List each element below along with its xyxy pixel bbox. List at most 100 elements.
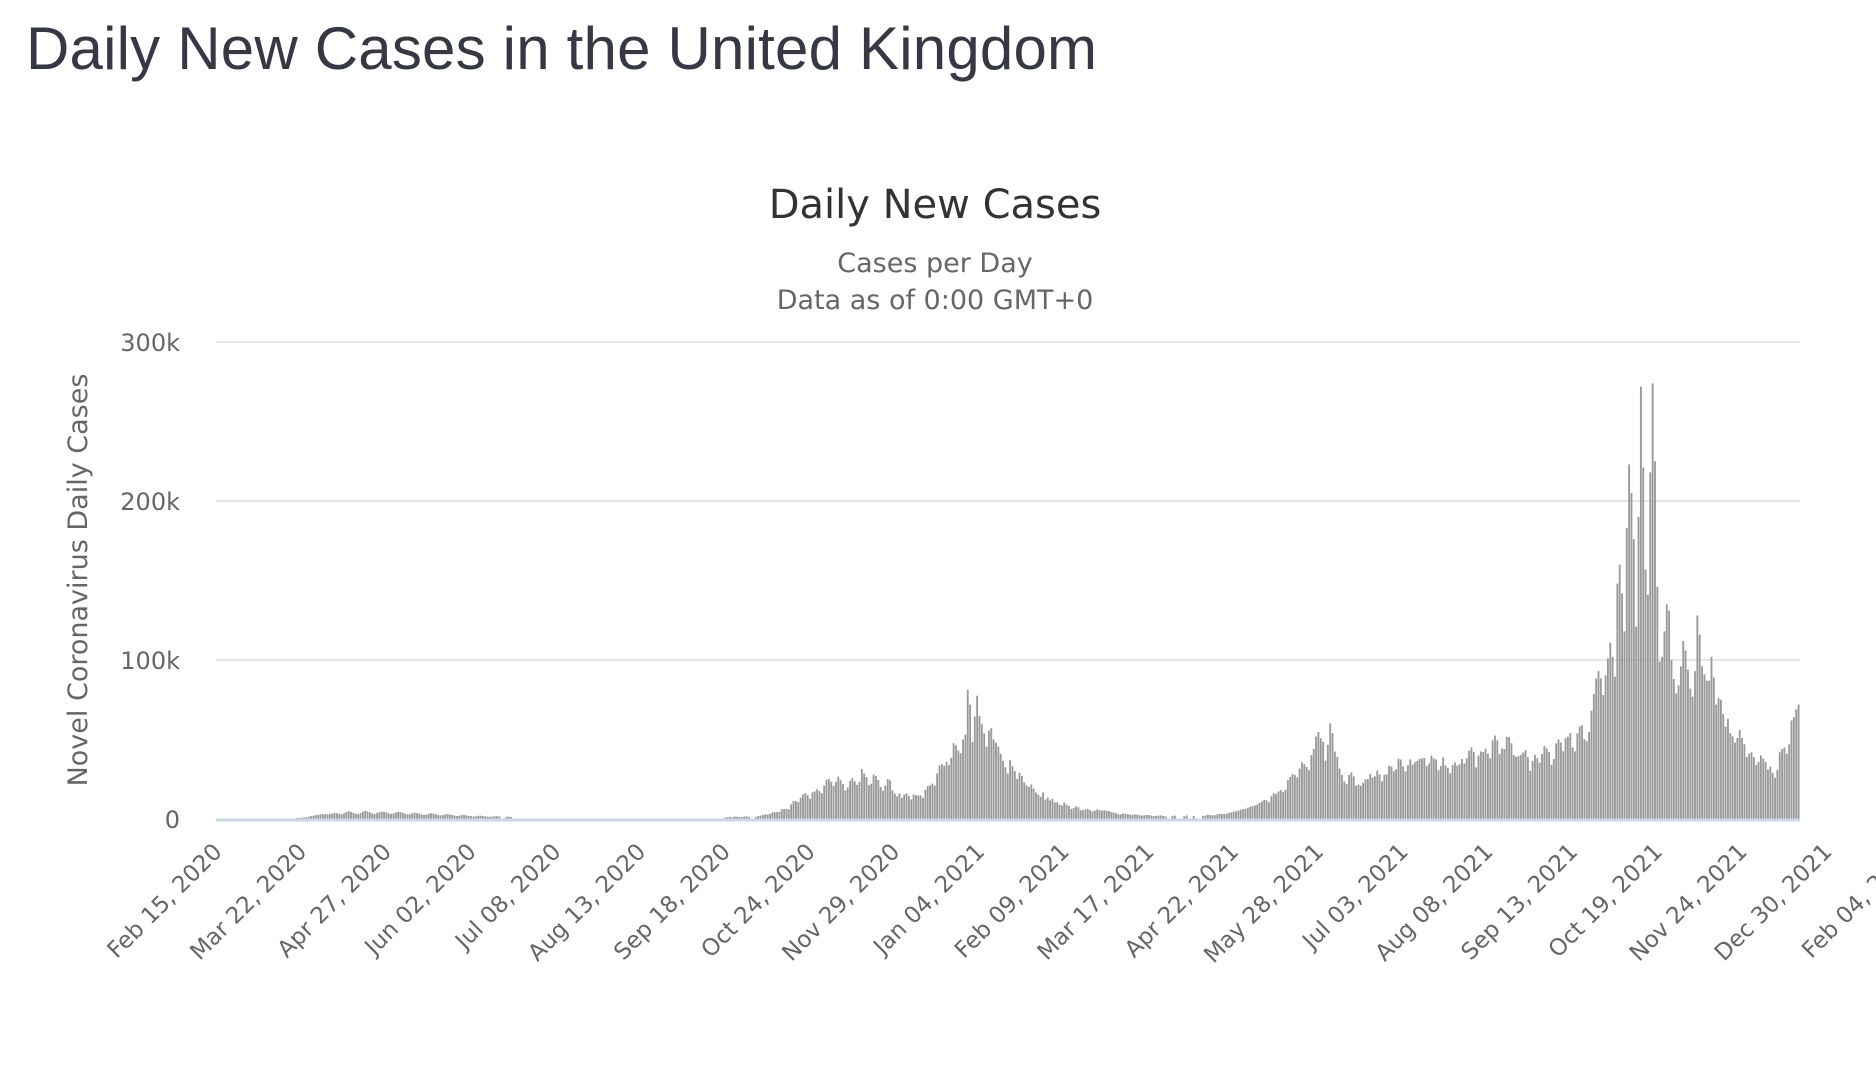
bar[interactable] [858,781,861,819]
bar[interactable] [437,815,440,819]
bar[interactable] [983,733,986,819]
bar[interactable] [1670,660,1673,819]
bar[interactable] [1091,811,1094,819]
bar[interactable] [1246,807,1249,819]
bar[interactable] [1649,472,1652,819]
bar[interactable] [1630,493,1633,819]
bar[interactable] [498,816,501,819]
bar[interactable] [1108,811,1110,819]
bar[interactable] [1679,666,1682,819]
bar[interactable] [434,814,437,819]
bar[interactable] [1597,671,1600,819]
bar[interactable] [1324,760,1327,819]
bar[interactable] [357,814,360,819]
bar[interactable] [1642,467,1645,819]
bar[interactable] [943,765,946,819]
bar[interactable] [1075,806,1077,819]
bar[interactable] [1769,766,1772,819]
bar[interactable] [1508,737,1510,819]
bar[interactable] [481,815,484,819]
bar[interactable] [867,785,870,819]
bar[interactable] [1621,593,1623,819]
bar[interactable] [1717,698,1720,819]
bar[interactable] [416,813,418,819]
bar[interactable] [387,813,390,819]
bar[interactable] [1020,775,1023,819]
bar[interactable] [947,765,950,819]
bar[interactable] [740,817,743,819]
bar[interactable] [1595,678,1598,819]
bar[interactable] [987,730,990,819]
bar[interactable] [1564,738,1567,819]
bar[interactable] [1329,723,1332,819]
bar[interactable] [406,814,409,819]
bar[interactable] [1103,810,1106,819]
bar[interactable] [1310,755,1313,819]
bar[interactable] [453,815,456,820]
bar[interactable] [1738,729,1741,819]
bar[interactable] [1162,815,1165,819]
bar[interactable] [1482,752,1485,819]
bar[interactable] [1637,516,1640,819]
bar[interactable] [1023,782,1026,819]
bar[interactable] [780,809,783,819]
bar[interactable] [491,816,494,819]
bar[interactable] [1204,815,1207,820]
bar[interactable] [1228,812,1230,819]
bar[interactable] [456,815,458,819]
bar[interactable] [1093,810,1096,819]
bar[interactable] [1096,809,1099,819]
bar[interactable] [1383,774,1386,819]
bar[interactable] [980,724,983,819]
bar[interactable] [743,816,746,819]
bar[interactable] [820,793,823,819]
bar[interactable] [1028,787,1030,819]
bar[interactable] [929,785,931,819]
bar[interactable] [1359,785,1362,819]
bar[interactable] [1119,814,1122,819]
bar[interactable] [917,795,920,819]
bar[interactable] [1727,718,1729,819]
bar[interactable] [936,773,939,819]
bar[interactable] [1418,759,1421,819]
bar[interactable] [1348,774,1350,819]
bar[interactable] [1592,694,1595,819]
bar[interactable] [1319,738,1322,819]
bar[interactable] [853,781,856,819]
bar[interactable] [1049,800,1052,819]
bar[interactable] [797,802,800,819]
bar[interactable] [1006,773,1009,819]
bar[interactable] [465,815,468,819]
bar[interactable] [1705,680,1708,819]
bar[interactable] [1237,810,1240,819]
bar[interactable] [1797,704,1800,819]
bar[interactable] [347,811,350,819]
bar[interactable] [1399,759,1402,819]
bar[interactable] [1538,762,1541,819]
bar[interactable] [1574,751,1576,819]
bar[interactable] [1018,772,1021,819]
bar[interactable] [1590,710,1593,819]
bar[interactable] [1206,814,1209,819]
bar[interactable] [1602,694,1605,819]
bar[interactable] [1159,815,1162,819]
bar[interactable] [804,793,807,819]
bar[interactable] [851,778,854,819]
bar[interactable] [336,813,338,819]
bar[interactable] [1030,784,1033,820]
bar[interactable] [1286,780,1289,819]
bar[interactable] [366,811,369,819]
bar[interactable] [1345,784,1348,819]
bar[interactable] [969,704,972,819]
bar[interactable] [856,784,859,819]
bar[interactable] [1668,610,1671,819]
bar[interactable] [1734,742,1736,819]
bar[interactable] [1428,763,1430,819]
bar[interactable] [898,793,901,819]
bar[interactable] [973,716,976,819]
bar[interactable] [1098,810,1101,819]
bar[interactable] [1044,799,1047,819]
bar[interactable] [1183,816,1186,819]
bar[interactable] [1381,781,1383,819]
bar[interactable] [364,810,367,819]
